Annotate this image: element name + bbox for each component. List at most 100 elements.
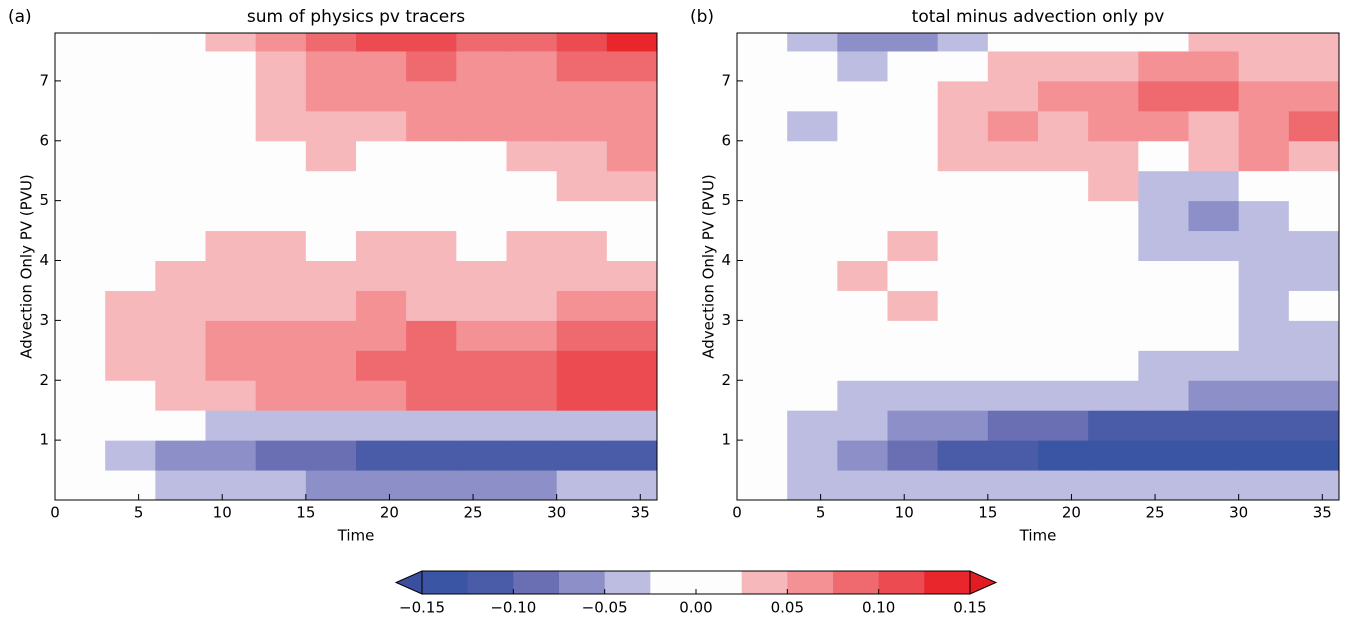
contour-cell [305, 350, 357, 381]
colorbar-tick-label: −0.05 [582, 599, 628, 617]
contour-cell [205, 230, 257, 262]
contour-cell [356, 290, 407, 321]
contour-cell [1238, 230, 1290, 262]
contour-cell [987, 200, 1039, 232]
contour-cell [556, 320, 608, 351]
contour-cell [787, 410, 838, 441]
contour-cell [506, 260, 558, 291]
contour-cell [1038, 320, 1089, 351]
contour-cell [55, 440, 106, 471]
contour-cell [737, 33, 788, 52]
colorbar-tick-label: 0.10 [862, 599, 895, 617]
contour-cell [506, 230, 558, 262]
contour-cell [305, 410, 357, 441]
contour-cell [506, 110, 558, 142]
contour-cell [506, 380, 558, 411]
contour-cell [356, 230, 407, 262]
contour-cell [1138, 350, 1189, 381]
colorbar-segment [559, 571, 606, 594]
contour-cell [105, 50, 156, 82]
contour-cell [1288, 230, 1339, 262]
contour-cell [1188, 50, 1240, 82]
contour-cell [556, 170, 608, 202]
contour-cell [837, 200, 888, 232]
contour-cell [1288, 290, 1339, 321]
contour-cell [1138, 290, 1189, 321]
contour-cell [837, 50, 888, 82]
contour-cell [255, 230, 307, 262]
contour-cell [987, 170, 1039, 202]
contour-cell [937, 80, 989, 112]
contour-cell [1188, 230, 1240, 262]
plot-frame [736, 32, 1340, 501]
contour-cell [1088, 140, 1139, 172]
contour-cell [737, 230, 788, 262]
contour-cell [456, 140, 507, 172]
contour-cell [556, 50, 608, 82]
contour-cell [55, 380, 106, 411]
contour-cell [155, 230, 206, 262]
contour-cell [837, 440, 888, 471]
contour-cell [1238, 170, 1290, 202]
contour-cell [105, 320, 156, 351]
contour-cell [155, 320, 206, 351]
contour-cell [55, 80, 106, 112]
contour-cell [837, 33, 888, 52]
x-tick-label: 35 [1313, 504, 1332, 522]
contour-cell [837, 410, 888, 441]
contour-cell [937, 200, 989, 232]
contour-cell [987, 320, 1039, 351]
contour-cell [556, 140, 608, 172]
y-tick-label: 6 [39, 131, 49, 149]
contour-cell [1238, 470, 1290, 500]
contour-cell [105, 260, 156, 291]
contour-cell [1088, 50, 1139, 82]
contour-cell [837, 80, 888, 112]
contour-cell [1088, 290, 1139, 321]
contour-cell [1138, 320, 1189, 351]
contour-cell [55, 33, 106, 52]
contour-cell [606, 140, 657, 172]
contour-cell [406, 200, 457, 232]
chart-title: sum of physics pv tracers [247, 7, 465, 27]
contour-cell [205, 80, 257, 112]
contour-cell [887, 350, 939, 381]
contour-cell [987, 33, 1039, 52]
contour-cell [1088, 200, 1139, 232]
contour-cell [887, 80, 939, 112]
contour-cell [105, 80, 156, 112]
contour-cell [887, 470, 939, 500]
contour-cell [1038, 290, 1089, 321]
x-tick-label: 25 [1146, 504, 1165, 522]
contour-cell [255, 290, 307, 321]
contour-cell [1038, 200, 1089, 232]
contour-cell [305, 440, 357, 471]
contour-cell [987, 80, 1039, 112]
colorbar-under [394, 570, 423, 595]
contour-cell [937, 350, 989, 381]
contour-cell [205, 320, 257, 351]
contour-cell [105, 140, 156, 172]
contour-cell [737, 350, 788, 381]
contour-cell [456, 50, 507, 82]
contour-cell [837, 470, 888, 500]
contour-field [737, 33, 1339, 500]
x-tick-label: 20 [380, 504, 399, 522]
contour-cell [55, 410, 106, 441]
contour-cell [406, 110, 457, 142]
contour-cell [406, 170, 457, 202]
contour-cell [787, 80, 838, 112]
contour-cell [606, 320, 657, 351]
contour-cell [55, 470, 106, 500]
contour-cell [406, 410, 457, 441]
contour-cell [55, 110, 106, 142]
colorbar-segment [422, 571, 469, 594]
contour-cell [255, 110, 307, 142]
x-tick-label: 5 [816, 504, 826, 522]
contour-cell [1038, 260, 1089, 291]
contour-cell [55, 350, 106, 381]
contour-cell [1088, 350, 1139, 381]
contour-cell [837, 350, 888, 381]
contour-cell [887, 320, 939, 351]
contour-cell [255, 200, 307, 232]
